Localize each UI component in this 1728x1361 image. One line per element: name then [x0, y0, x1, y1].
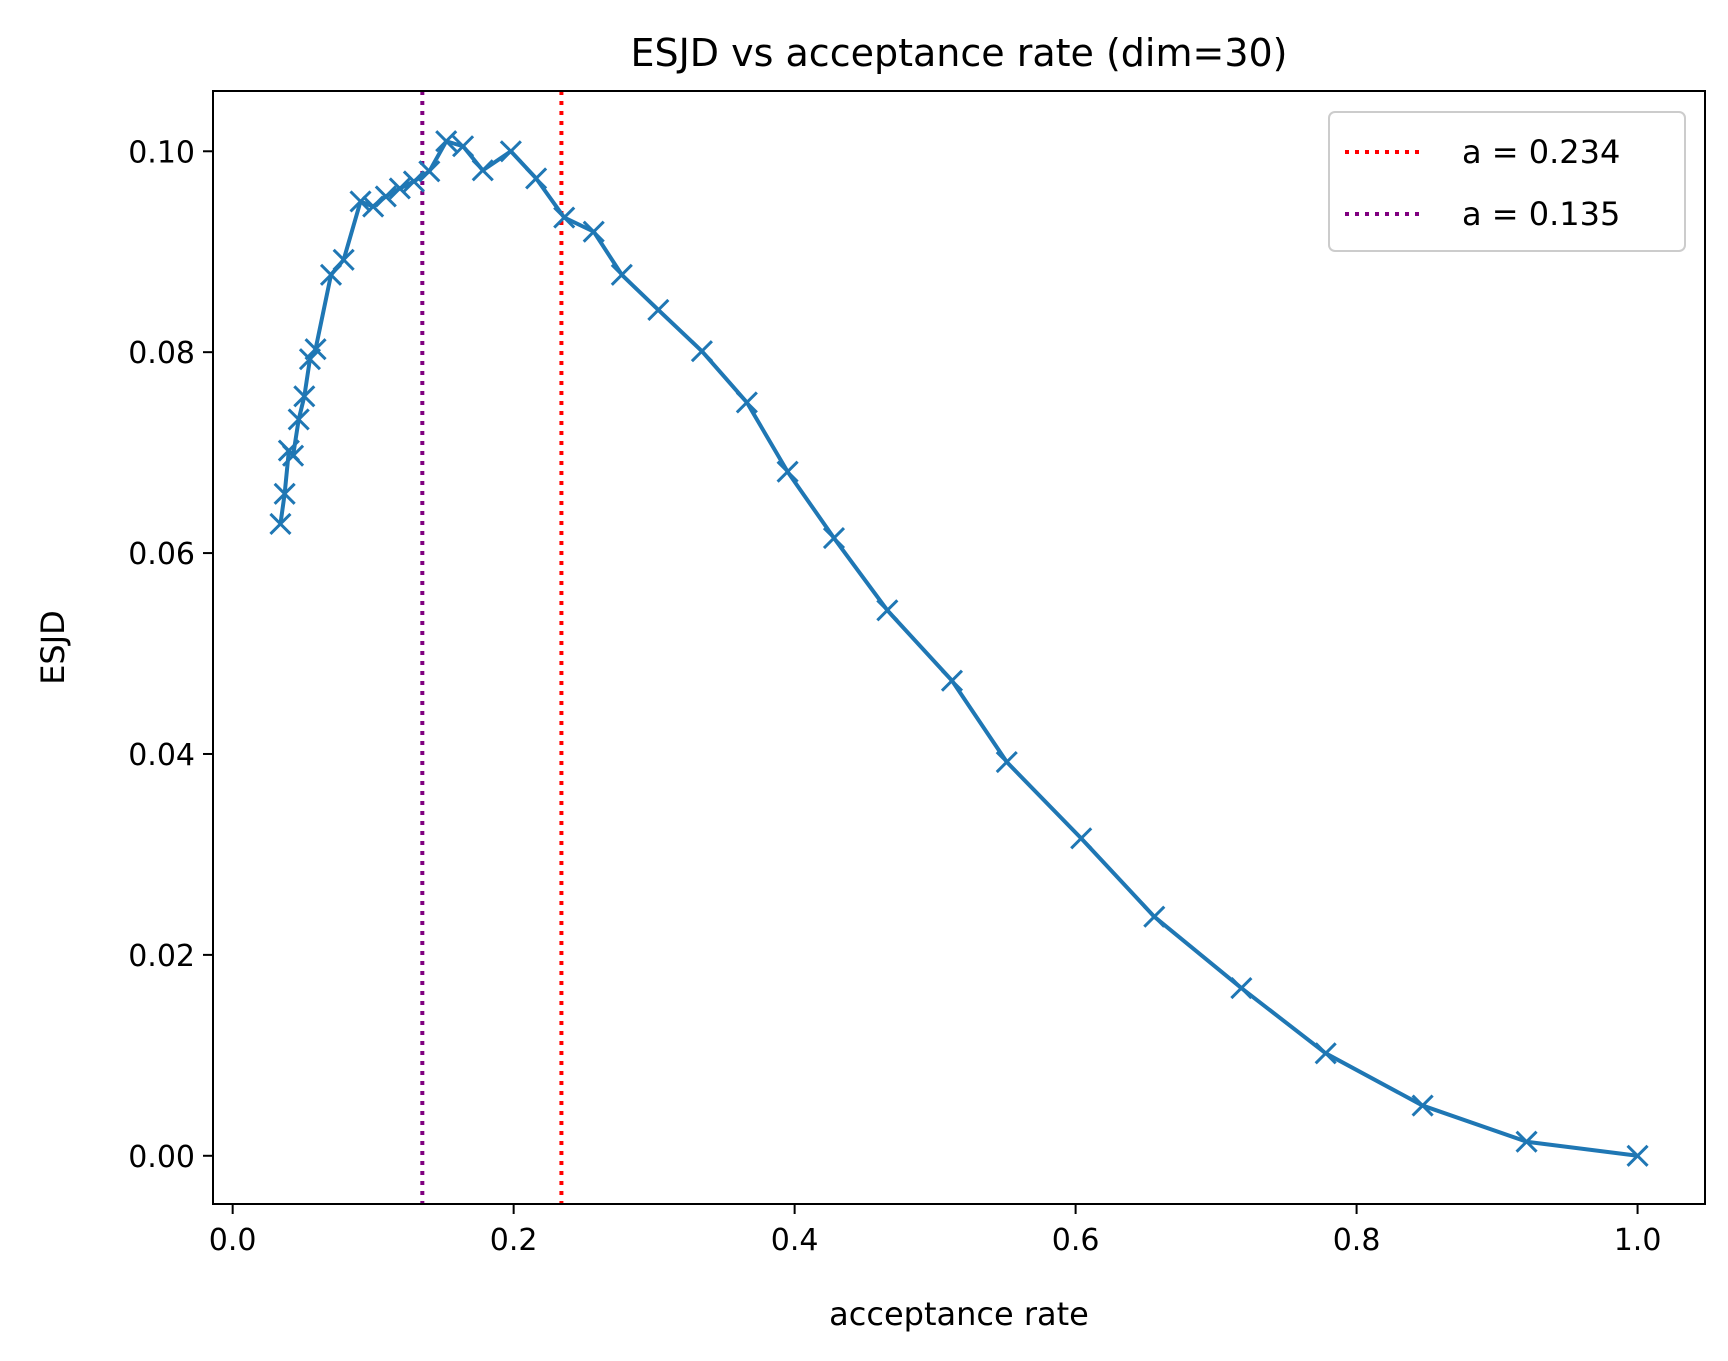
legend-label: a = 0.135 — [1462, 195, 1620, 233]
data-point-marker — [553, 206, 576, 229]
x-tick-label: 0.2 — [490, 1223, 538, 1258]
data-point-marker — [1143, 905, 1166, 928]
x-tick-label: 0.0 — [209, 1223, 257, 1258]
legend: a = 0.234 a = 0.135 — [1328, 111, 1686, 252]
x-tick-label: 0.4 — [771, 1223, 819, 1258]
y-tick-label: 0.04 — [128, 738, 195, 773]
data-point-marker — [1070, 827, 1093, 850]
x-axis: 0.0 0.2 0.4 0.6 0.8 1.0 — [209, 1204, 1662, 1258]
y-tick-label: 0.06 — [128, 537, 195, 572]
y-tick-label: 0.00 — [128, 1140, 195, 1175]
y-axis: 0.00 0.02 0.04 0.06 0.08 0.10 — [128, 135, 213, 1175]
data-point-marker — [273, 482, 296, 505]
y-axis-label: ESJD — [34, 610, 72, 685]
data-point-marker — [304, 338, 327, 361]
data-point-marker — [362, 195, 385, 218]
data-point-marker — [499, 140, 522, 163]
data-point-marker — [822, 526, 846, 550]
data-point-marker — [1230, 976, 1253, 1000]
y-tick-label: 0.02 — [128, 939, 195, 974]
data-point-marker — [282, 444, 305, 467]
data-point-marker — [418, 160, 441, 183]
data-point-marker — [298, 348, 321, 371]
x-axis-label: acceptance rate — [829, 1295, 1089, 1333]
data-point-marker — [876, 599, 899, 622]
data-point-marker — [610, 263, 633, 286]
y-tick-label: 0.10 — [128, 135, 195, 170]
legend-label: a = 0.234 — [1462, 133, 1620, 171]
data-point-marker — [293, 385, 316, 408]
data-point-marker — [1314, 1042, 1337, 1065]
data-point-marker — [647, 298, 670, 322]
data-point-marker — [525, 167, 548, 190]
data-point-marker — [374, 185, 397, 208]
series-layer — [269, 130, 1649, 1167]
x-tick-label: 0.8 — [1333, 1223, 1381, 1258]
data-point-marker — [452, 135, 475, 158]
data-point-marker — [269, 512, 292, 536]
data-point-marker — [319, 263, 343, 286]
plot-frame — [212, 90, 1706, 1205]
data-point-marker — [435, 130, 458, 153]
data-point-marker — [995, 750, 1018, 774]
data-point-marker — [690, 340, 713, 363]
data-point-marker — [582, 220, 605, 243]
data-point-marker — [388, 177, 411, 200]
y-tick-label: 0.08 — [128, 336, 195, 371]
data-point-marker — [1411, 1094, 1434, 1117]
data-point-marker — [1626, 1144, 1649, 1167]
chart-title: ESJD vs acceptance rate (dim=30) — [630, 31, 1287, 75]
legend-box — [1328, 111, 1686, 252]
data-point-marker — [349, 190, 372, 213]
data-point-marker — [471, 159, 494, 182]
data-point-marker — [402, 170, 425, 193]
data-point-marker — [776, 460, 799, 483]
data-point-marker — [332, 248, 355, 271]
data-point-marker — [287, 408, 310, 431]
data-point-marker — [1515, 1130, 1538, 1153]
data-point-marker — [940, 669, 964, 692]
x-tick-label: 1.0 — [1614, 1223, 1662, 1258]
x-tick-label: 0.6 — [1052, 1223, 1100, 1258]
data-point-marker — [735, 391, 758, 414]
